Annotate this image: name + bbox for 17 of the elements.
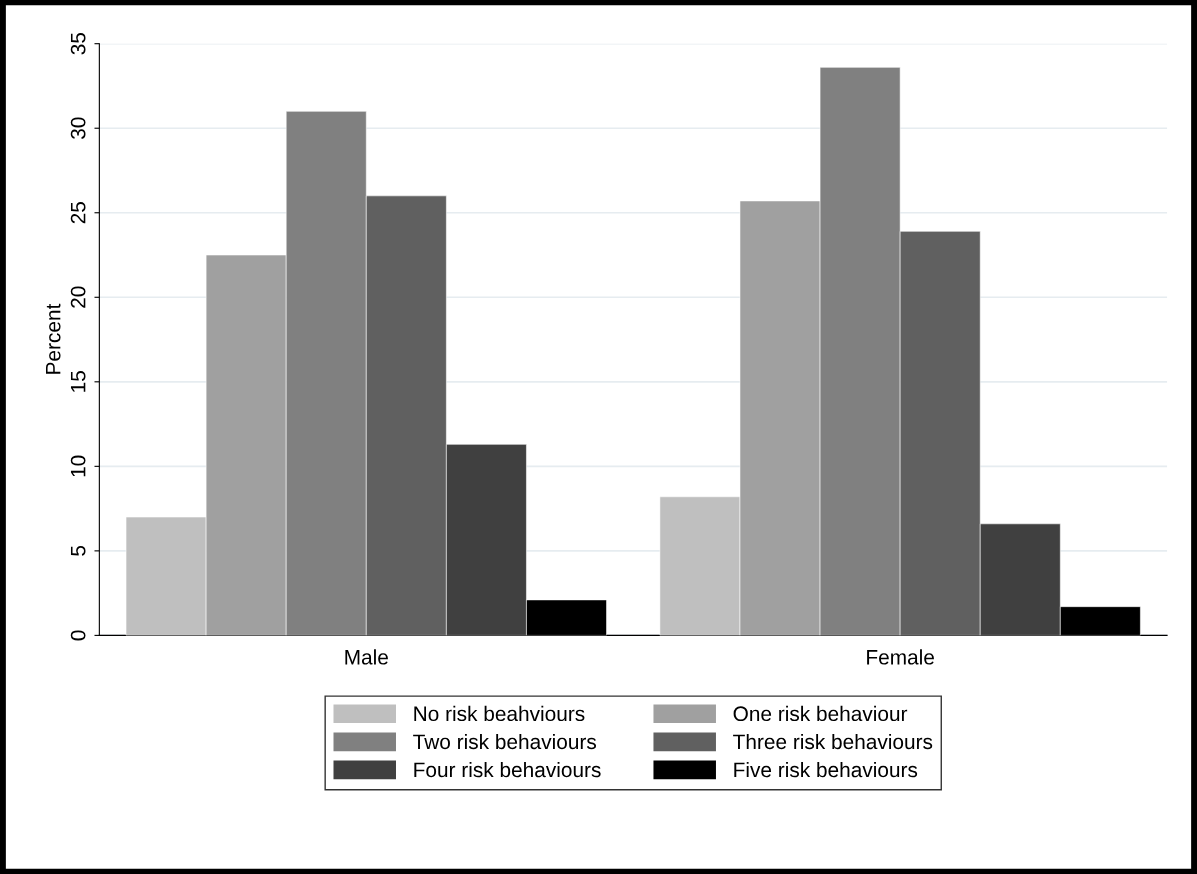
y-tick-label: 30 <box>70 117 86 140</box>
y-tick-label: 10 <box>70 455 86 477</box>
legend-label: No risk beahviours <box>414 705 585 722</box>
x-tick-label: Female <box>867 649 934 665</box>
y-tick-label: 15 <box>70 371 86 392</box>
legend-label: Three risk behaviours <box>733 733 933 750</box>
legend-label: Four risk behaviours <box>414 761 601 778</box>
y-tick-label: 20 <box>70 286 86 308</box>
legend-label: Five risk behaviours <box>734 761 918 778</box>
x-tick-label: Male <box>345 649 388 665</box>
y-axis-title: Percent <box>46 303 61 374</box>
y-tick-label: 35 <box>70 32 86 55</box>
legend-label: Two risk behaviours <box>413 733 597 750</box>
legend-label: One risk behaviour <box>733 705 908 722</box>
y-tick-label: 25 <box>70 202 86 224</box>
y-tick-label: 0 <box>70 630 86 641</box>
y-tick-label: 5 <box>70 545 86 556</box>
